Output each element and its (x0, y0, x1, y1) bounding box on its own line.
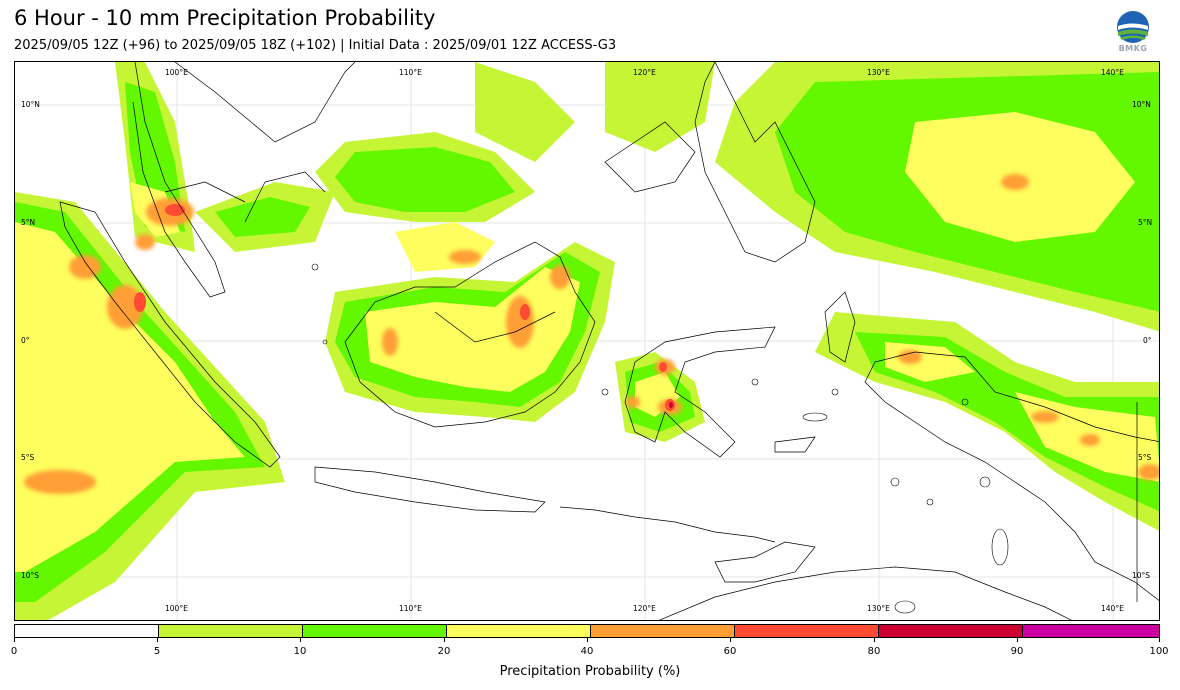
colorbar-segment-0-5 (15, 625, 159, 637)
colorbar-tick-40: 40 (580, 646, 594, 657)
lat-tick-left-5n: 5°N (21, 218, 36, 227)
colorbar-segment-10-20 (303, 625, 447, 637)
colorbar-segment-90-100 (1023, 625, 1159, 637)
colorbar-segment-80-90 (879, 625, 1023, 637)
lon-tick-bottom-140: 140°E (1101, 604, 1124, 613)
lat-tick-right-5n: 5°N (1138, 218, 1153, 227)
precipitation-field (15, 62, 1159, 620)
precipitation-map: 100°E 110°E 120°E 130°E 140°E 100°E 110°… (14, 61, 1160, 621)
lon-tick-bottom-110: 110°E (399, 604, 422, 613)
colorbar-tick-90: 90 (1010, 646, 1024, 657)
lat-tick-left-0: 0° (21, 336, 30, 345)
colorbar-label: Precipitation Probability (%) (0, 664, 1180, 679)
colorbar-tick-10: 10 (293, 646, 307, 657)
colorbar-label-text: Precipitation Probability (%) (499, 664, 681, 679)
lat-tick-left-10s: 10°S (21, 571, 40, 580)
lat-tick-right-0: 0° (1143, 336, 1152, 345)
lon-tick-top-140: 140°E (1101, 68, 1124, 77)
colorbar-tick-60: 60 (723, 646, 737, 657)
colorbar (14, 624, 1160, 638)
small-islands (311, 263, 1009, 614)
lat-tick-right-10n: 10°N (1132, 100, 1151, 109)
bmkg-logo-text: BMKG (1118, 44, 1148, 53)
lat-tick-left-10n: 10°N (21, 100, 40, 109)
colorbar-segment-5-10 (159, 625, 303, 637)
colorbar-tick-5: 5 (153, 646, 161, 657)
colorbar-tick-20: 20 (437, 646, 451, 657)
colorbar-tick-100: 100 (1149, 646, 1169, 657)
colorbar-segment-40-60 (591, 625, 735, 637)
map-title: 6 Hour - 10 mm Precipitation Probability (14, 6, 436, 30)
colorbar-segment-20-40 (447, 625, 591, 637)
bmkg-logo-icon (1117, 11, 1149, 43)
lon-tick-top-120: 120°E (633, 68, 656, 77)
lat-tick-right-10s: 10°S (1132, 571, 1151, 580)
lon-tick-bottom-120: 120°E (633, 604, 656, 613)
lat-tick-left-5s: 5°S (21, 453, 35, 462)
map-subtitle: 2025/09/05 12Z (+96) to 2025/09/05 18Z (… (14, 38, 617, 53)
lon-tick-top-110: 110°E (399, 68, 422, 77)
lon-tick-top-100: 100°E (165, 68, 188, 77)
lon-tick-bottom-130: 130°E (867, 604, 890, 613)
colorbar-tick-0: 0 (10, 646, 18, 657)
lon-tick-bottom-100: 100°E (165, 604, 188, 613)
lon-tick-top-130: 130°E (867, 68, 890, 77)
colorbar-tick-80: 80 (867, 646, 881, 657)
map-canvas (15, 62, 1159, 620)
coastlines (59, 62, 1159, 620)
colorbar-segment-60-80 (735, 625, 879, 637)
lat-tick-right-5s: 5°S (1138, 453, 1152, 462)
